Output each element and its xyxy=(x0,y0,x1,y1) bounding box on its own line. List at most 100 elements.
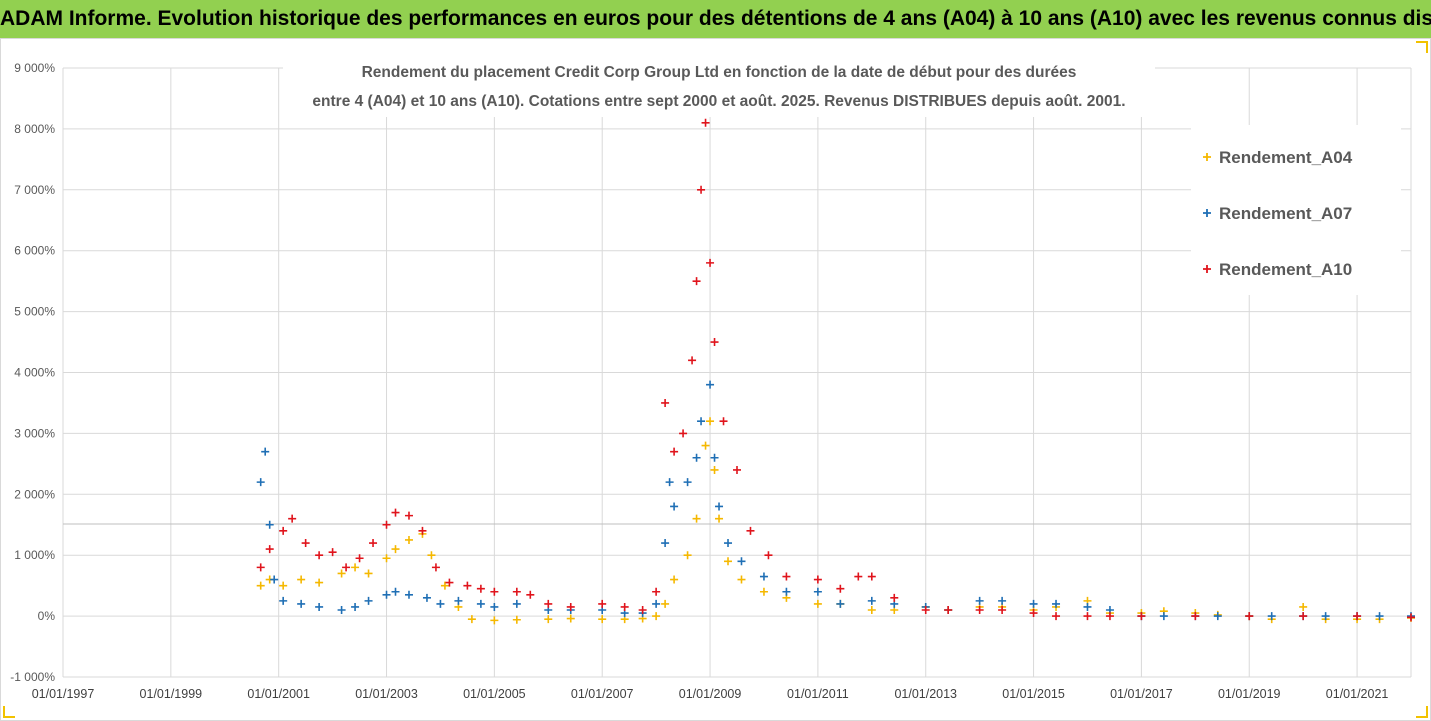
data-point xyxy=(670,575,679,584)
x-tick-label: 01/01/2009 xyxy=(679,687,742,701)
data-point xyxy=(890,593,899,602)
series-Rendement_A10 xyxy=(256,118,1415,622)
data-point xyxy=(836,599,845,608)
data-point xyxy=(279,581,288,590)
data-point xyxy=(692,514,701,523)
chart-title-line-1: Rendement du placement Credit Corp Group… xyxy=(362,64,1077,81)
data-point xyxy=(737,557,746,566)
data-point xyxy=(256,478,265,487)
data-point xyxy=(710,465,719,474)
data-point xyxy=(566,602,575,611)
legend-marker xyxy=(1203,153,1211,161)
data-point xyxy=(256,581,265,590)
data-point xyxy=(526,590,535,599)
frame-corner-bottom-right xyxy=(1416,706,1428,718)
data-point xyxy=(598,599,607,608)
legend-marker xyxy=(1203,209,1211,217)
data-point xyxy=(418,526,427,535)
data-point xyxy=(1029,609,1038,618)
data-point xyxy=(652,612,661,621)
data-point xyxy=(315,602,324,611)
y-tick-label: 4 000% xyxy=(14,366,55,380)
legend-marker xyxy=(1203,265,1211,273)
data-point xyxy=(391,587,400,596)
data-point xyxy=(297,599,306,608)
data-point xyxy=(998,606,1007,615)
data-point xyxy=(265,520,274,529)
data-point xyxy=(445,578,454,587)
data-point xyxy=(867,596,876,605)
data-point xyxy=(692,453,701,462)
data-point xyxy=(679,429,688,438)
legend-box xyxy=(1191,125,1401,295)
data-point xyxy=(638,606,647,615)
data-point xyxy=(683,551,692,560)
x-tick-label: 01/01/2003 xyxy=(355,687,418,701)
data-point xyxy=(813,587,822,596)
data-point xyxy=(737,575,746,584)
y-tick-label: 1 000% xyxy=(14,548,55,562)
data-point xyxy=(342,563,351,572)
data-point xyxy=(836,584,845,593)
data-point xyxy=(265,545,274,554)
data-point xyxy=(1407,613,1415,622)
data-point xyxy=(867,606,876,615)
data-point xyxy=(436,599,445,608)
report-banner-title: ADAM Informe. Evolution historique des p… xyxy=(0,0,1431,38)
data-point xyxy=(715,502,724,511)
data-point xyxy=(975,606,984,615)
data-point xyxy=(688,356,697,365)
x-axis-tick-labels: 01/01/1997 01/01/1999 01/01/2001 01/01/2003… xyxy=(32,687,1389,701)
data-point xyxy=(706,417,715,426)
data-point xyxy=(813,599,822,608)
data-point xyxy=(467,615,476,624)
data-point xyxy=(998,596,1007,605)
data-point xyxy=(701,441,710,450)
data-point xyxy=(598,615,607,624)
legend-label: Rendement_A07 xyxy=(1219,204,1352,223)
series-Rendement_A07 xyxy=(256,380,1415,621)
data-point xyxy=(270,575,279,584)
data-point xyxy=(328,548,337,557)
y-tick-label: 8 000% xyxy=(14,122,55,136)
data-point xyxy=(544,615,553,624)
data-point xyxy=(256,563,265,572)
x-tick-label: 01/01/2011 xyxy=(787,687,849,701)
chart-title-line-2: entre 4 (A04) et 10 ans (A10). Cotations… xyxy=(312,93,1125,110)
data-point xyxy=(1299,612,1308,621)
data-point xyxy=(652,587,661,596)
data-point xyxy=(382,520,391,529)
chart-frame: -1 000% 0% 1 000% 2 000% 3 000% 4 000% 5 000% 6… xyxy=(0,38,1431,721)
data-point xyxy=(1083,612,1092,621)
data-point xyxy=(921,606,930,615)
data-point xyxy=(1029,599,1038,608)
data-point xyxy=(746,526,755,535)
data-point xyxy=(431,563,440,572)
x-tick-label: 01/01/2007 xyxy=(571,687,634,701)
data-point xyxy=(404,535,413,544)
data-point xyxy=(1375,612,1384,621)
data-point xyxy=(719,417,728,426)
data-point xyxy=(764,551,773,560)
data-point xyxy=(661,398,670,407)
data-point xyxy=(261,447,270,456)
data-point xyxy=(652,599,661,608)
data-point xyxy=(692,277,701,286)
data-point xyxy=(701,118,710,127)
y-tick-label: 9 000% xyxy=(14,61,55,75)
frame-corner-bottom-left xyxy=(3,706,15,718)
performance-scatter-chart: -1 000% 0% 1 000% 2 000% 3 000% 4 000% 5 000% 6… xyxy=(10,55,1415,701)
data-point xyxy=(297,575,306,584)
y-axis-tick-labels: -1 000% 0% 1 000% 2 000% 3 000% 4 000% 5 000% 6… xyxy=(10,61,55,684)
frame-corner-top-right xyxy=(1416,41,1428,53)
data-point xyxy=(1052,612,1061,621)
data-point xyxy=(715,514,724,523)
data-point xyxy=(351,563,360,572)
data-point xyxy=(1137,612,1146,621)
data-point xyxy=(337,569,346,578)
data-point xyxy=(683,478,692,487)
y-tick-label: 7 000% xyxy=(14,183,55,197)
data-point xyxy=(1353,612,1362,621)
data-point xyxy=(476,584,485,593)
data-point xyxy=(1321,612,1330,621)
